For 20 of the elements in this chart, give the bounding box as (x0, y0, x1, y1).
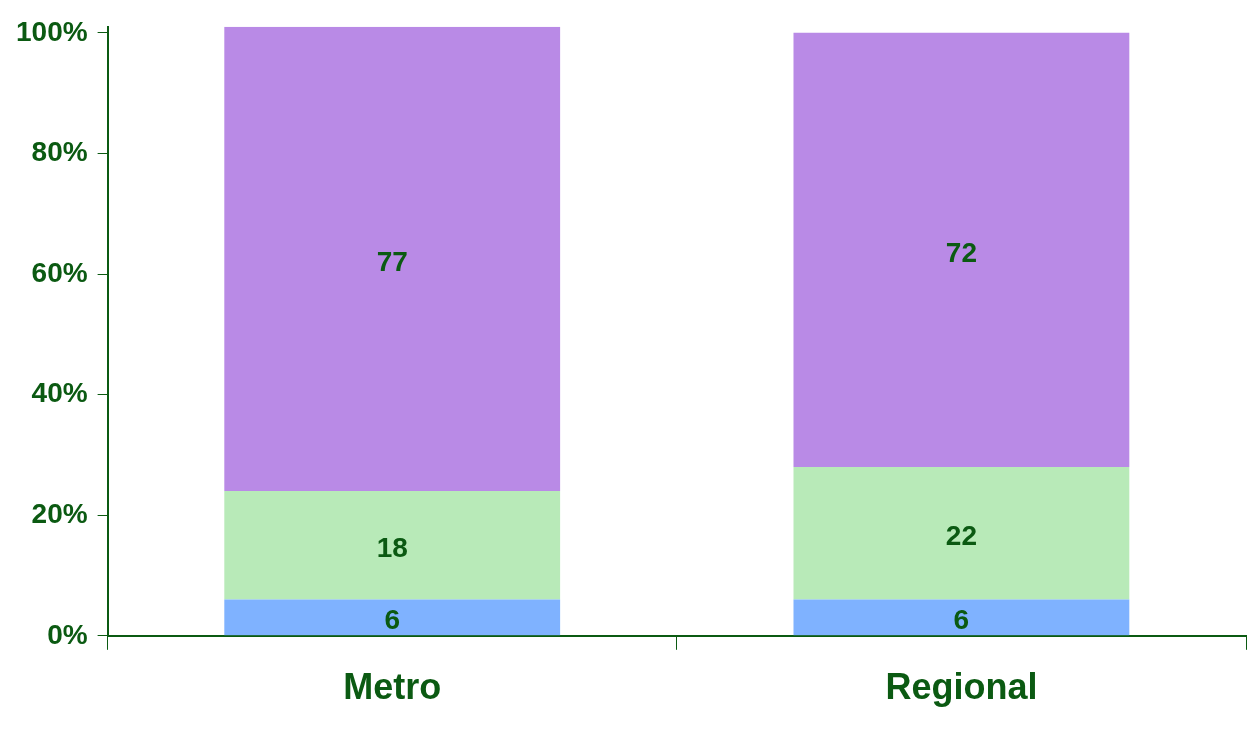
y-tick-label: 60% (31, 256, 88, 288)
data-label: 77 (376, 245, 408, 277)
data-label: 18 (376, 532, 408, 564)
y-tick-label: 20% (31, 497, 88, 529)
y-tick-label: 0% (47, 618, 88, 650)
y-tick-label: 100% (15, 15, 88, 47)
data-label: 22 (945, 520, 977, 552)
bar (793, 32, 1130, 467)
bar (224, 599, 561, 636)
x-tick-label: Metro (343, 666, 442, 708)
bar (793, 466, 1130, 600)
bar (224, 491, 561, 600)
x-tick-label: Regional (885, 666, 1038, 708)
data-label: 72 (945, 236, 977, 268)
y-tick-label: 40% (31, 377, 88, 409)
bar (224, 26, 561, 492)
data-label: 6 (384, 604, 400, 636)
y-tick-label: 80% (31, 136, 88, 168)
bar (793, 599, 1130, 636)
data-label: 6 (953, 604, 970, 636)
